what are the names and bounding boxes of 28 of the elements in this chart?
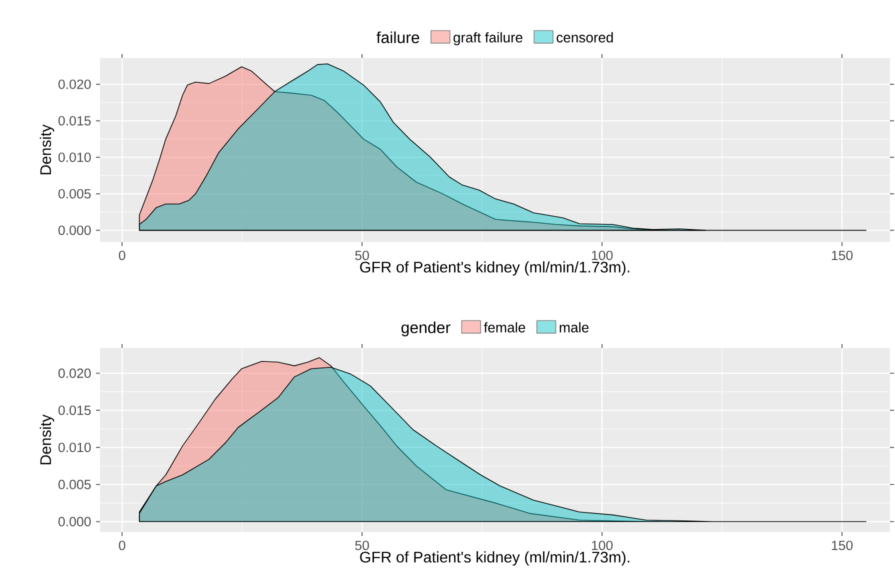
y-tick-label: 0.000 xyxy=(58,516,91,526)
x-axis-title: GFR of Patient's kidney (ml/min/1.73m). xyxy=(360,551,630,566)
legend-label: male xyxy=(560,322,589,332)
x-tick-label: 0 xyxy=(118,250,126,260)
x-tick-label: 100 xyxy=(592,250,613,260)
x-tick-label: 50 xyxy=(355,540,369,550)
y-tick-label: 0.015 xyxy=(58,116,91,126)
x-tick-label: 150 xyxy=(832,540,853,550)
x-tick-label: 100 xyxy=(592,540,613,550)
y-tick-label: 0.000 xyxy=(58,226,91,236)
legend-label: censored xyxy=(556,32,613,42)
y-tick-label: 0.015 xyxy=(58,406,91,416)
legend-title: gender xyxy=(401,321,450,336)
legend-label: graft failure xyxy=(454,32,522,46)
x-axis-title: GFR of Patient's kidney (ml/min/1.73m). xyxy=(360,261,630,276)
y-tick-label: 0.005 xyxy=(58,480,91,490)
y-tick-label: 0.010 xyxy=(58,152,91,162)
legend-label: female xyxy=(484,322,526,332)
y-tick-label: 0.020 xyxy=(58,368,91,378)
y-axis-title: Density xyxy=(40,124,54,174)
x-tick-label: 50 xyxy=(355,250,369,260)
x-tick-label: 0 xyxy=(118,540,126,550)
y-tick-label: 0.020 xyxy=(58,80,91,90)
legend-title: failure xyxy=(376,31,420,44)
x-tick-label: 150 xyxy=(832,250,853,260)
y-tick-label: 0.010 xyxy=(58,442,91,452)
y-tick-label: 0.005 xyxy=(58,189,91,199)
y-axis-title: Density xyxy=(40,414,54,464)
